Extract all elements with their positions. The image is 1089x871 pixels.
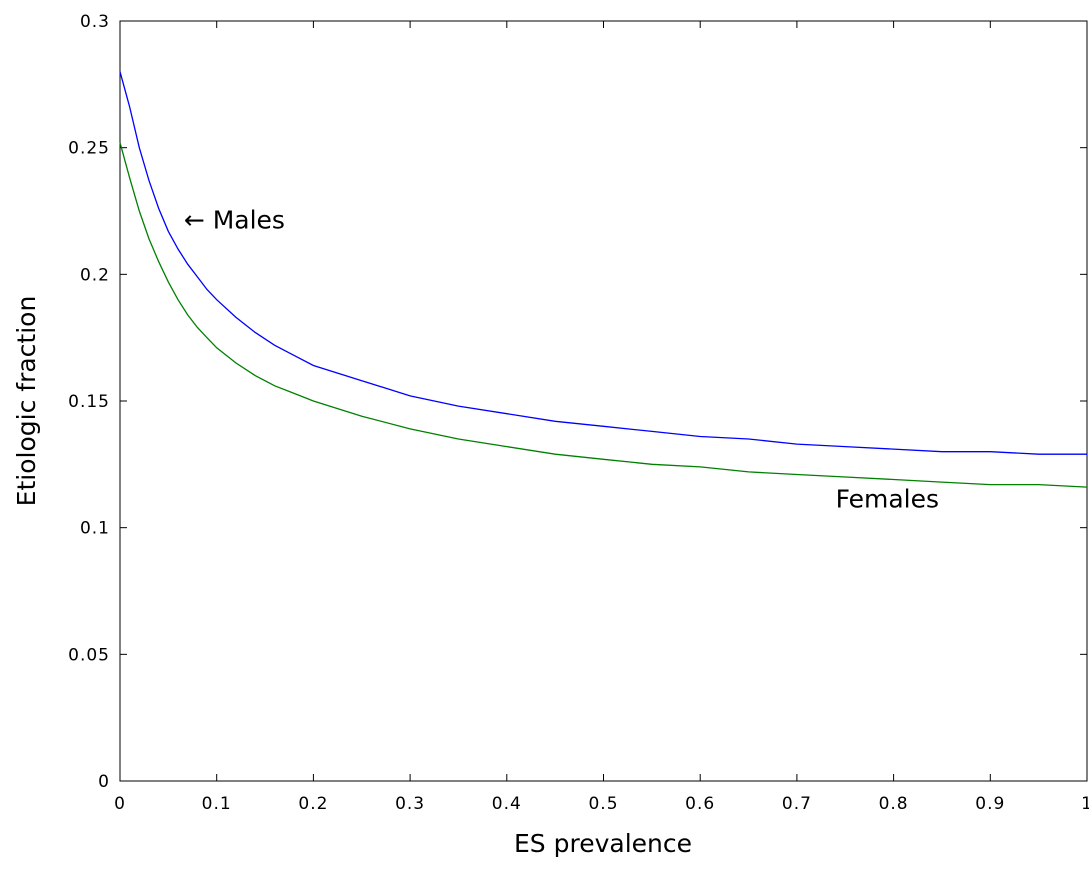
y-axis-title: Etiologic fraction (12, 296, 41, 507)
x-axis-title: ES prevalence (514, 829, 692, 858)
y-tick-label: 0.25 (68, 139, 110, 159)
y-tick-label: 0 (98, 772, 110, 792)
plot-area (119, 20, 1088, 782)
x-tick-label: 0.2 (298, 794, 328, 814)
x-tick-label: 0 (114, 794, 126, 814)
x-tick-label: 0.4 (492, 794, 522, 814)
annotation-label: Females (836, 484, 939, 513)
x-tick-label: 0.6 (685, 794, 715, 814)
series-line-males (119, 71, 1087, 455)
y-tick-label: 0.2 (80, 265, 110, 285)
y-tick-label: 0.15 (68, 392, 110, 412)
series-line-females (119, 142, 1088, 488)
y-tick-label: 0.05 (68, 645, 110, 665)
y-tick-label: 0.1 (80, 519, 110, 539)
x-tick-label: 0.1 (202, 794, 232, 814)
x-axis-ticks: 0 0.1 0.2 0.3 0.4 0.5 0.6 0.7 0.8 0.9 1 (114, 21, 1089, 814)
x-tick-label: 0.3 (395, 794, 425, 814)
x-tick-label: 0.5 (588, 794, 618, 814)
annotations: ← Males Females (184, 206, 939, 514)
series-lines (119, 71, 1088, 488)
x-tick-label: 0.7 (782, 794, 812, 814)
y-tick-label: 0.3 (80, 12, 110, 32)
x-tick-label: 1 (1081, 794, 1089, 814)
x-tick-label: 0.9 (975, 794, 1005, 814)
annotation-label: ← Males (184, 206, 285, 235)
y-axis-ticks: 0 0.05 0.1 0.15 0.2 0.25 0.3 (68, 12, 1087, 792)
x-tick-label: 0.8 (879, 794, 909, 814)
